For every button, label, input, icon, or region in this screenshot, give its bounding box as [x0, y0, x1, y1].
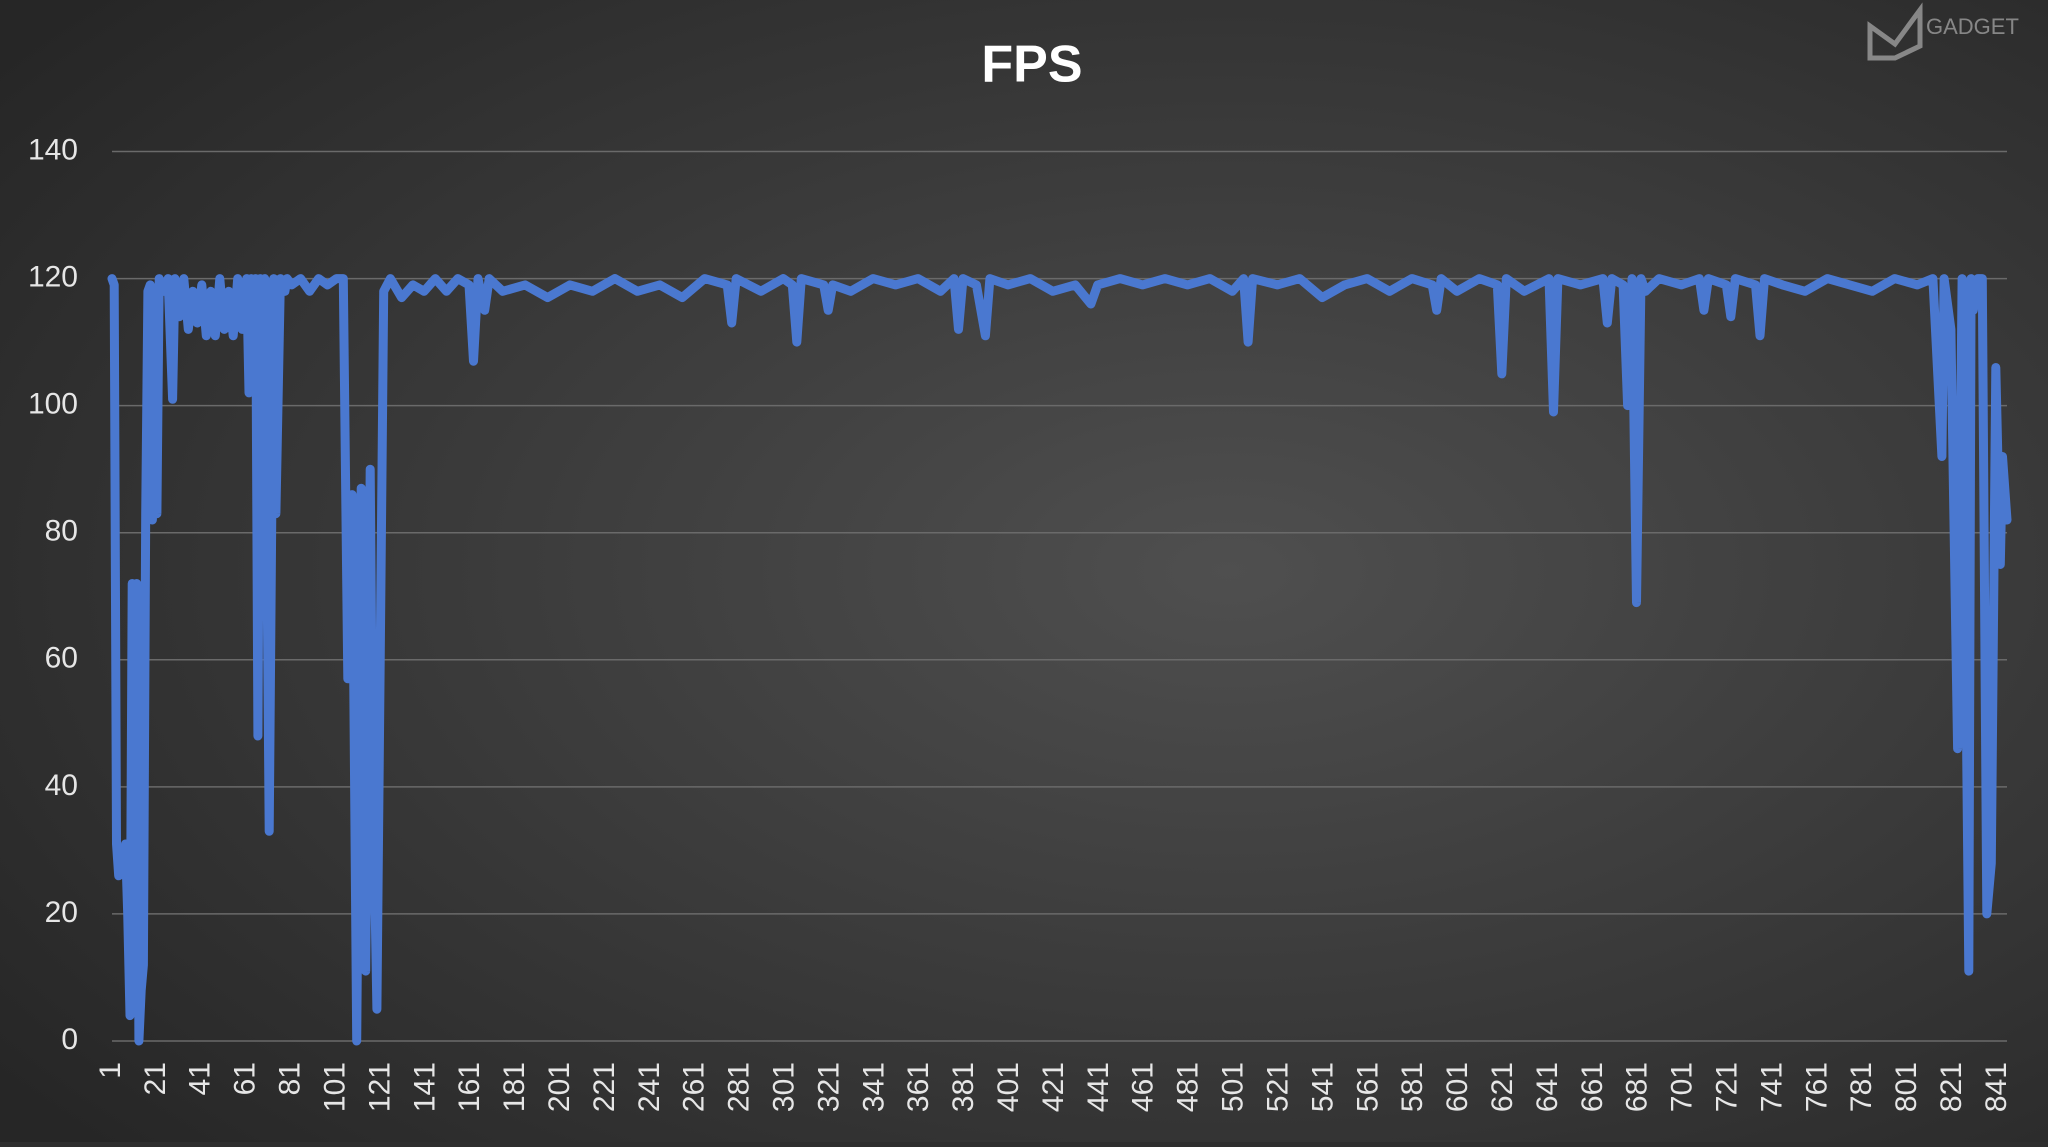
x-tick-label: 701 — [1666, 1062, 1699, 1112]
y-tick-label: 40 — [45, 769, 78, 802]
x-tick-label: 501 — [1217, 1062, 1250, 1112]
x-tick-label: 241 — [633, 1062, 666, 1112]
x-tick-label: 821 — [1935, 1062, 1968, 1112]
x-tick-label: 681 — [1621, 1062, 1654, 1112]
x-tick-label: 741 — [1755, 1062, 1788, 1112]
x-tick-label: 121 — [363, 1062, 396, 1112]
x-tick-label: 841 — [1980, 1062, 2013, 1112]
x-tick-label: 41 — [184, 1062, 217, 1095]
x-tick-label: 801 — [1890, 1062, 1923, 1112]
x-tick-label: 101 — [318, 1062, 351, 1112]
data-line — [107, 274, 2012, 1046]
y-tick-label: 140 — [28, 133, 78, 166]
x-tick-label: 281 — [723, 1062, 756, 1112]
x-tick-label: 421 — [1037, 1062, 1070, 1112]
y-tick-label: 80 — [45, 515, 78, 548]
watermark-logo: GADGET — [1867, 2, 2019, 61]
x-tick-label: 381 — [947, 1062, 980, 1112]
y-tick-label: 60 — [45, 642, 78, 675]
x-tick-label: 361 — [902, 1062, 935, 1112]
y-tick-label: 0 — [61, 1023, 78, 1056]
x-tick-label: 321 — [812, 1062, 845, 1112]
x-tick-label: 521 — [1261, 1062, 1294, 1112]
x-tick-label: 661 — [1576, 1062, 1609, 1112]
x-tick-label: 721 — [1711, 1062, 1744, 1112]
x-tick-label: 401 — [992, 1062, 1025, 1112]
y-tick-label: 120 — [28, 260, 78, 293]
y-tick-label: 20 — [45, 896, 78, 929]
x-tick-label: 541 — [1306, 1062, 1339, 1112]
x-tick-label: 181 — [498, 1062, 531, 1112]
x-tick-label: 581 — [1396, 1062, 1429, 1112]
x-tick-label: 641 — [1531, 1062, 1564, 1112]
x-tick-label: 221 — [588, 1062, 621, 1112]
x-tick-label: 61 — [229, 1062, 262, 1095]
x-tick-label: 621 — [1486, 1062, 1519, 1112]
x-tick-label: 761 — [1800, 1062, 1833, 1112]
x-tick-label: 161 — [453, 1062, 486, 1112]
x-tick-label: 21 — [139, 1062, 172, 1095]
x-tick-label: 301 — [768, 1062, 801, 1112]
x-tick-label: 441 — [1082, 1062, 1115, 1112]
x-tick-label: 201 — [543, 1062, 576, 1112]
x-tick-label: 781 — [1845, 1062, 1878, 1112]
x-tick-label: 461 — [1127, 1062, 1160, 1112]
watermark: GADGET — [1926, 14, 2019, 39]
x-tick-label: 601 — [1441, 1062, 1474, 1112]
x-tick-label: 481 — [1172, 1062, 1205, 1112]
x-tick-label: 261 — [678, 1062, 711, 1112]
x-tick-label: 1 — [94, 1062, 127, 1079]
y-tick-label: 100 — [28, 388, 78, 421]
x-tick-label: 561 — [1351, 1062, 1384, 1112]
x-tick-label: 341 — [857, 1062, 890, 1112]
chart-title: FPS — [981, 36, 1082, 94]
x-tick-label: 81 — [274, 1062, 307, 1095]
x-tick-label: 141 — [408, 1062, 441, 1112]
